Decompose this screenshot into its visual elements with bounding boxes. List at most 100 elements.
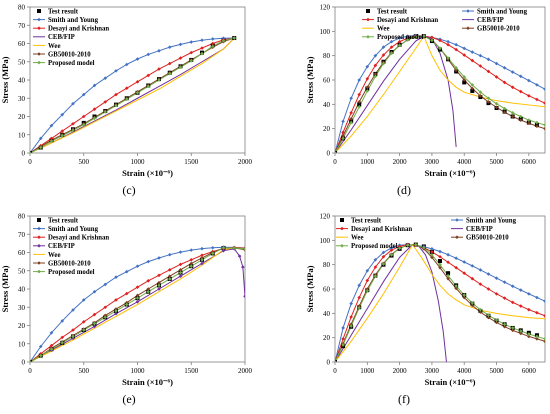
plot-area bbox=[29, 215, 246, 363]
legend: Test result Desayi and Krishnan WeePropose… bbox=[362, 8, 528, 41]
legend-marker-ceb-fip bbox=[37, 244, 41, 248]
point-smith-and-young bbox=[357, 78, 362, 82]
legend-label-desayi-and-krishnan: Desayi and Krishnan bbox=[48, 26, 109, 33]
y-axis-label: Stress (MPa) bbox=[305, 56, 315, 103]
point-desayi-and-krishnan bbox=[341, 130, 345, 135]
point-proposed-model bbox=[135, 296, 140, 300]
legend-marker-smith-and-young bbox=[466, 9, 470, 13]
caption-c: (c) bbox=[122, 183, 136, 197]
point-proposed-model bbox=[535, 120, 539, 125]
point-desayi-and-krishnan bbox=[135, 285, 140, 289]
point-gb50010-2010 bbox=[430, 255, 434, 260]
point-smith-and-young bbox=[349, 301, 353, 306]
point-desayi-and-krishnan bbox=[38, 351, 43, 356]
point-desayi-and-krishnan bbox=[178, 262, 183, 267]
point-proposed-model bbox=[38, 353, 43, 358]
legend-marker-test-result bbox=[340, 218, 344, 222]
point-proposed-model bbox=[178, 270, 183, 275]
point-desayi-and-krishnan bbox=[49, 343, 54, 348]
point-desayi-and-krishnan bbox=[357, 92, 362, 97]
point-desayi-and-krishnan bbox=[470, 276, 475, 281]
point-proposed-model bbox=[335, 360, 337, 362]
x-tick-label: 1000 bbox=[131, 367, 146, 375]
point-smith-and-young bbox=[189, 248, 194, 252]
point-smith-and-young bbox=[178, 250, 183, 254]
point-smith-and-young bbox=[446, 252, 450, 257]
y-tick-label: 20 bbox=[323, 334, 331, 342]
point-smith-and-young bbox=[535, 295, 539, 300]
point-gb50010-2010 bbox=[103, 313, 108, 318]
y-tick-label: 20 bbox=[18, 113, 26, 121]
point-desayi-and-krishnan bbox=[438, 38, 442, 43]
x-axis-label: Strain (×10⁻⁶) bbox=[425, 377, 476, 387]
y-tick-label: 60 bbox=[18, 40, 26, 48]
y-tick-label: 80 bbox=[18, 4, 26, 12]
point-smith-and-young bbox=[543, 87, 545, 91]
point-smith-and-young bbox=[38, 136, 43, 141]
point-proposed-model bbox=[38, 145, 43, 150]
point-desayi-and-krishnan bbox=[81, 114, 86, 119]
point-desayi-and-krishnan bbox=[178, 56, 183, 60]
x-tick-label: 1500 bbox=[184, 367, 199, 375]
point-proposed-model bbox=[502, 106, 507, 111]
point-gb50010-2010 bbox=[373, 72, 378, 76]
legend-label-test-result: Test result bbox=[48, 8, 79, 15]
point-proposed-model bbox=[146, 289, 151, 294]
series-line-wee bbox=[335, 243, 545, 362]
point-smith-and-young bbox=[365, 268, 370, 273]
point-gb50010-2010 bbox=[124, 300, 129, 305]
legend-label-ceb-fip: CEB/FIP bbox=[477, 17, 504, 24]
point-desayi-and-krishnan bbox=[510, 85, 515, 90]
point-smith-and-young bbox=[200, 38, 204, 43]
legend-label-test-result: Test result bbox=[377, 8, 408, 15]
point-proposed-model bbox=[510, 326, 515, 330]
point-ceb-fip bbox=[243, 294, 245, 299]
x-tick-label: 0 bbox=[28, 158, 32, 166]
point-proposed-model bbox=[210, 44, 215, 49]
point-gb50010-2010 bbox=[470, 86, 475, 91]
x-tick-label: 2000 bbox=[393, 158, 408, 166]
point-smith-and-young bbox=[60, 112, 65, 117]
point-ceb-fip bbox=[92, 324, 97, 329]
point-desayi-and-krishnan bbox=[189, 258, 194, 262]
point-smith-and-young bbox=[103, 282, 108, 287]
point-gb50010-2010 bbox=[114, 307, 118, 311]
point-desayi-and-krishnan bbox=[535, 310, 539, 315]
point-proposed-model bbox=[221, 38, 226, 43]
legend-marker-test-result bbox=[37, 9, 41, 13]
point-gb50010-2010 bbox=[341, 134, 345, 138]
legend-label-gb50010-2010: GB50010-2010 bbox=[48, 51, 91, 58]
x-tick-label: 4000 bbox=[457, 367, 472, 375]
point-desayi-and-krishnan bbox=[389, 45, 394, 49]
x-tick-label: 2000 bbox=[238, 367, 253, 375]
caption-e: (e) bbox=[122, 392, 136, 406]
legend-marker-gb50010-2010 bbox=[37, 261, 41, 265]
point-desayi-and-krishnan bbox=[430, 35, 434, 40]
point-ceb-fip bbox=[157, 287, 161, 291]
point-proposed-model bbox=[518, 114, 523, 119]
point-smith-and-young bbox=[92, 83, 97, 88]
point-gb50010-2010 bbox=[178, 268, 183, 272]
point-desayi-and-krishnan bbox=[510, 300, 515, 305]
point-smith-and-young bbox=[92, 289, 97, 294]
y-axis-label: Stress (MPa) bbox=[0, 265, 10, 312]
point-proposed-model bbox=[494, 318, 499, 322]
point-desayi-and-krishnan bbox=[146, 278, 151, 283]
point-proposed-model bbox=[92, 116, 97, 121]
point-proposed-model bbox=[381, 61, 386, 66]
legend: Test result Smith and Young Desayi and Kri… bbox=[33, 8, 109, 67]
legend-label-test-result: Test result bbox=[48, 217, 79, 224]
point-proposed-model bbox=[167, 277, 172, 281]
y-tick-label: 10 bbox=[18, 131, 26, 139]
point-gb50010-2010 bbox=[135, 293, 140, 298]
point-proposed-model bbox=[446, 56, 450, 60]
point-proposed-model bbox=[462, 75, 467, 79]
point-smith-and-young bbox=[124, 62, 129, 67]
legend-label-smith-and-young: Smith and Young bbox=[466, 217, 517, 224]
legend-label-proposed-model: Proposed model bbox=[48, 60, 95, 67]
point-desayi-and-krishnan bbox=[478, 282, 483, 286]
point-gb50010-2010 bbox=[535, 124, 539, 129]
y-tick-label: 30 bbox=[18, 304, 26, 312]
point-gb50010-2010 bbox=[357, 304, 362, 308]
point-gb50010-2010 bbox=[527, 334, 531, 339]
